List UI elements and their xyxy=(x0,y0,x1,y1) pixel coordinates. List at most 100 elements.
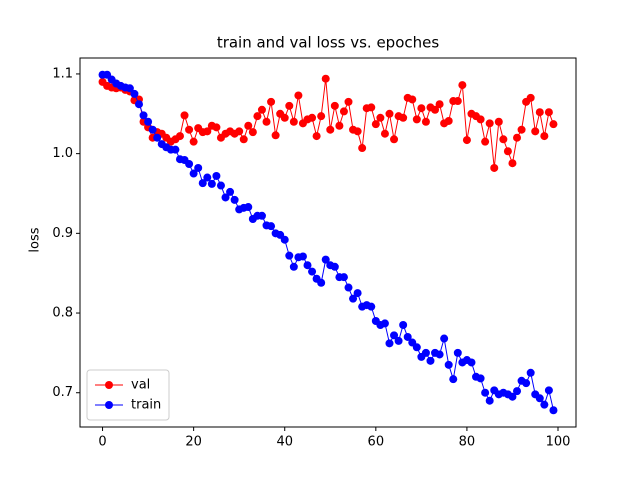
data-point xyxy=(435,350,444,359)
data-point xyxy=(380,129,389,138)
data-point xyxy=(367,302,376,311)
data-point xyxy=(444,360,453,369)
data-point xyxy=(339,273,348,282)
data-point xyxy=(399,113,408,122)
data-point xyxy=(490,163,499,172)
data-point xyxy=(139,111,148,120)
data-point xyxy=(239,135,248,144)
x-tick-label: 80 xyxy=(459,435,476,450)
data-point xyxy=(544,108,553,117)
data-point xyxy=(513,133,522,142)
data-point xyxy=(148,125,157,134)
data-point xyxy=(494,117,503,126)
data-point xyxy=(385,339,394,348)
data-point xyxy=(526,93,535,102)
x-tick-label: 20 xyxy=(185,435,202,450)
data-point xyxy=(544,386,553,395)
data-point xyxy=(522,379,531,388)
data-point xyxy=(508,159,517,168)
data-point xyxy=(531,127,540,136)
data-point xyxy=(267,222,276,231)
data-point xyxy=(535,394,544,403)
data-point xyxy=(508,392,517,401)
data-point xyxy=(203,173,212,182)
data-point xyxy=(513,387,522,396)
chart-title: train and val loss vs. epoches xyxy=(217,34,440,52)
data-point xyxy=(453,97,462,106)
data-point xyxy=(371,120,380,129)
data-point xyxy=(235,127,244,136)
data-point xyxy=(317,112,326,121)
data-point xyxy=(353,289,362,298)
y-tick-label: 0.9 xyxy=(52,226,73,241)
data-point xyxy=(189,137,198,146)
data-point xyxy=(390,135,399,144)
data-point xyxy=(540,400,549,409)
data-point xyxy=(326,125,335,134)
data-point xyxy=(257,105,266,114)
data-point xyxy=(367,103,376,112)
data-point xyxy=(431,105,440,114)
data-point xyxy=(435,100,444,109)
data-point xyxy=(134,100,143,109)
data-point xyxy=(549,406,558,415)
data-point xyxy=(412,343,421,352)
data-point xyxy=(399,320,408,329)
data-point xyxy=(462,136,471,145)
data-point xyxy=(262,117,271,126)
data-point xyxy=(444,116,453,125)
data-point xyxy=(535,108,544,117)
legend-marker xyxy=(105,401,113,409)
data-point xyxy=(467,358,476,367)
data-point xyxy=(267,97,276,106)
data-point xyxy=(230,195,239,204)
data-point xyxy=(499,135,508,144)
data-point xyxy=(171,145,180,154)
data-point xyxy=(312,132,321,141)
data-point xyxy=(198,179,207,188)
y-tick-label: 1.1 xyxy=(52,66,73,81)
data-point xyxy=(330,101,339,110)
data-point xyxy=(421,117,430,126)
data-point xyxy=(153,133,162,142)
data-point xyxy=(289,117,298,126)
data-point xyxy=(412,115,421,124)
data-point xyxy=(285,101,294,110)
data-point xyxy=(194,163,203,172)
y-tick-label: 1.0 xyxy=(52,146,73,161)
data-point xyxy=(485,396,494,405)
data-point xyxy=(216,181,225,190)
data-point xyxy=(253,112,262,121)
y-tick-label: 0.8 xyxy=(52,306,73,321)
data-point xyxy=(203,127,212,136)
data-point xyxy=(144,117,153,126)
data-point xyxy=(244,121,253,130)
data-point xyxy=(221,193,230,202)
data-point xyxy=(394,336,403,345)
data-point xyxy=(289,262,298,271)
data-point xyxy=(207,179,216,188)
data-point xyxy=(271,131,280,140)
data-point xyxy=(185,159,194,168)
x-tick-label: 100 xyxy=(546,435,571,450)
data-point xyxy=(180,111,189,120)
data-point xyxy=(349,294,358,303)
data-point xyxy=(380,319,389,328)
data-point xyxy=(458,81,467,90)
data-point xyxy=(308,267,317,276)
data-point xyxy=(248,128,257,137)
data-point xyxy=(298,252,307,261)
data-point xyxy=(280,235,289,244)
data-point xyxy=(212,171,221,180)
data-point xyxy=(321,255,330,264)
data-point xyxy=(503,147,512,156)
legend-box xyxy=(86,369,170,421)
data-point xyxy=(285,251,294,260)
data-point xyxy=(403,332,412,341)
data-point xyxy=(226,187,235,196)
data-point xyxy=(417,104,426,113)
plot-frame xyxy=(79,57,577,428)
data-point xyxy=(385,109,394,118)
data-point xyxy=(540,132,549,141)
